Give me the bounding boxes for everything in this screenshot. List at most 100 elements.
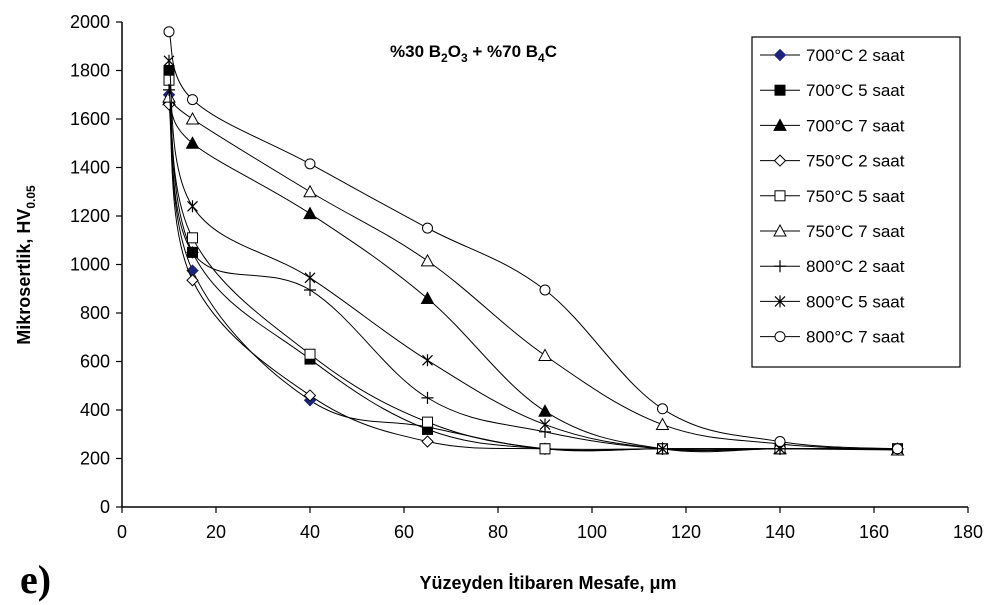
legend-item: 700°C 7 saat [760,116,905,135]
legend-label: 750°C 2 saat [806,152,905,171]
x-tick-label: 0 [117,522,127,542]
data-point [162,90,176,103]
legend-item: 800°C 5 saat [760,292,905,311]
legend-item: 750°C 7 saat [760,222,905,241]
x-tick-label: 60 [394,522,414,542]
y-tick-label: 1400 [70,158,110,178]
y-tick-label: 1600 [70,109,110,129]
annotation-text: + %70 B [468,42,538,61]
data-point [657,442,668,455]
panel-label: e) [20,557,51,602]
x-tick-label: 100 [577,522,607,542]
y-tick-label: 2000 [70,12,110,32]
x-ticks: 0 20 40 60 80 100 120 140 160 180 [117,507,983,542]
data-point [163,26,175,38]
legend-label: 700°C 5 saat [806,81,905,100]
annotation-subscript: 2 [441,51,448,65]
series-9 [163,26,903,455]
data-point [163,65,175,76]
legend-marker [774,190,786,202]
legend-item: 700°C 5 saat [760,81,905,100]
y-tick-label: 1800 [70,61,110,81]
data-point [538,404,552,417]
annotation-text: O [448,42,461,61]
data-point [420,291,435,304]
x-axis-label: Yüzeyden İtibaren Mesafe, μm [419,573,676,593]
data-point [303,389,317,402]
data-point [657,403,668,415]
y-tick-label: 200 [80,449,110,469]
data-point [163,83,175,96]
y-tick-label: 1000 [70,255,110,275]
data-point [655,417,670,431]
legend-marker [774,295,786,308]
y-axis-label-subscript: 0.05 [24,185,38,209]
y-tick-label: 600 [80,352,110,372]
x-tick-label: 80 [488,522,508,542]
annotation-text: %30 B [390,42,441,61]
y-axis-label: Mikrosertlik, HV0.05 [14,185,38,345]
data-point [304,348,316,360]
data-point [422,416,433,428]
x-tick-label: 40 [300,522,320,542]
legend-marker [773,154,787,167]
data-point [420,253,435,267]
y-tick-label: 400 [80,400,110,420]
legend-box [751,36,961,368]
data-point [538,348,552,361]
legend-marker [773,223,787,237]
data-point [186,274,199,287]
annotation-subscript: 4 [538,51,545,65]
data-point [421,391,434,404]
legend-label: 750°C 5 saat [806,187,905,206]
legend-marker [774,84,786,96]
x-tick-label: 180 [953,522,983,542]
data-point [185,136,200,149]
data-point [774,436,786,448]
legend-item: 800°C 2 saat [760,257,905,276]
legend-marker [774,260,786,273]
legend-label: 800°C 5 saat [806,292,905,311]
legend-item: 700°C 2 saat [760,46,905,65]
x-tick-label: 120 [671,522,701,542]
data-point [187,232,198,244]
legend-label: 800°C 7 saat [806,328,905,347]
legend-label: 700°C 2 saat [806,46,905,65]
data-point [303,206,317,220]
x-tick-label: 140 [765,522,795,542]
data-point [186,246,199,259]
legend-item: 750°C 5 saat [760,187,905,206]
data-point [187,200,198,213]
legend-marker [774,331,786,343]
legend-label: 700°C 7 saat [806,116,905,135]
data-point [304,158,316,170]
legend-item: 800°C 7 saat [760,328,905,347]
legend: 700°C 2 saat 700°C 5 saat 700°C 7 saat 750°… [751,36,961,368]
y-tick-label: 1200 [70,206,110,226]
series-line [168,31,898,450]
legend-marker [773,118,787,131]
data-point [539,443,551,455]
composition-annotation: %30 B2O3 + %70 B4C [390,42,557,65]
data-point [892,443,903,455]
series-layer [162,26,905,456]
x-tick-label: 160 [859,522,889,542]
data-point [422,222,433,234]
data-point [303,184,317,198]
legend-item: 750°C 2 saat [760,152,905,171]
y-tick-label: 0 [100,497,110,517]
y-axis-label-main: Mikrosertlik, HV [14,209,34,345]
legend-label: 800°C 2 saat [806,257,905,276]
annotation-text: C [545,42,557,61]
annotation-subscript: 3 [461,51,468,65]
data-point [187,94,198,106]
data-point [304,283,316,296]
data-point [539,418,551,431]
legend-label: 750°C 7 saat [806,222,905,241]
y-tick-label: 800 [80,303,110,323]
legend-marker [773,48,787,62]
x-tick-label: 20 [206,522,226,542]
data-point [185,111,200,125]
y-ticks: 0 200 400 600 800 1000 1200 1400 1600 1800 2000 [70,12,122,517]
